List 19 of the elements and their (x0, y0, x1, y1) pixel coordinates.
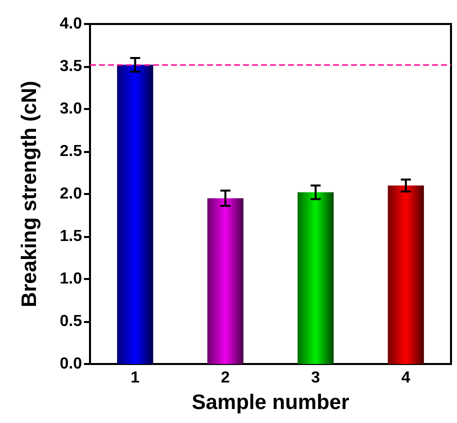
x-tick-label: 1 (130, 370, 140, 386)
bar (207, 198, 244, 364)
x-tick-label: 2 (220, 370, 230, 386)
bar (298, 192, 334, 364)
y-tick-label: 4.0 (60, 16, 82, 32)
x-axis-title: Sample number (192, 391, 350, 414)
bar (117, 64, 154, 364)
y-tick-label: 1.0 (60, 270, 82, 288)
y-tick-label: 1.5 (60, 228, 82, 245)
y-tick-label: 0.5 (60, 313, 82, 330)
y-tick-label: 2.5 (60, 143, 82, 160)
x-tick-label: 4 (401, 370, 410, 386)
y-tick-label: 2.0 (60, 186, 82, 202)
y-axis-title: Breaking strength (cN) (18, 80, 41, 308)
x-tick-label: 3 (311, 370, 320, 386)
y-tick-label: 3.0 (60, 100, 82, 118)
y-tick-label: 0.0 (60, 356, 82, 372)
y-tick-label: 3.5 (60, 58, 82, 75)
bar (388, 186, 424, 364)
